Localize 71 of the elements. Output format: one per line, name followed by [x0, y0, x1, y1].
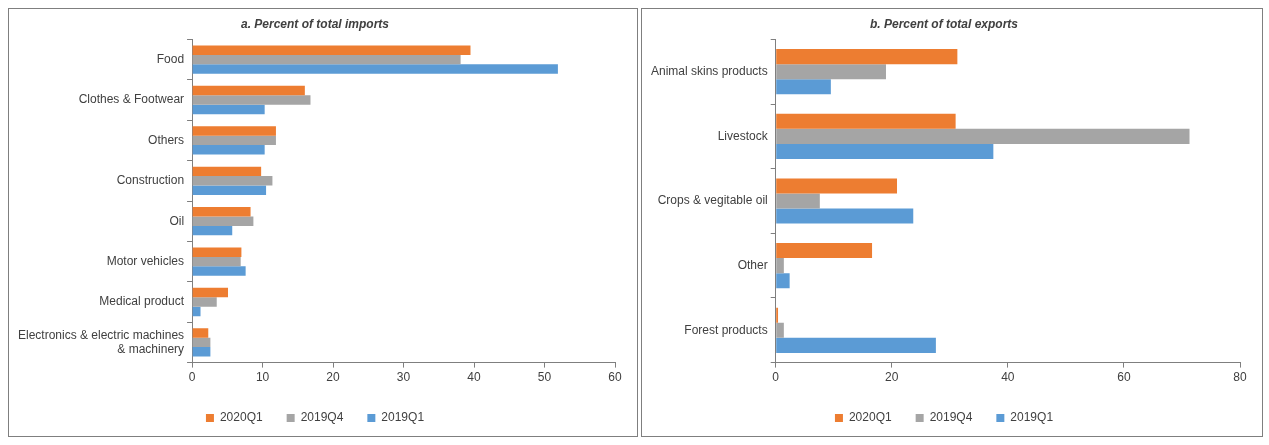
bar [192, 287, 229, 298]
y-tick-label: Animal skins products [650, 64, 768, 79]
x-tick-label: 10 [255, 370, 270, 385]
y-tick-label: Food [156, 51, 185, 66]
x-tick-label: 60 [1117, 370, 1131, 385]
y-tick-label: Forest products [684, 322, 768, 337]
bar [776, 79, 831, 95]
y-tick-label: Construction [116, 173, 185, 188]
bar [192, 95, 311, 105]
bar [192, 135, 276, 146]
y-tick-label: Clothes & Footwear [78, 92, 185, 107]
bar [192, 347, 211, 357]
bar [192, 225, 233, 236]
bar [776, 273, 790, 289]
bar [776, 243, 873, 259]
bar [192, 126, 276, 136]
bar [776, 178, 898, 194]
x-tick-label: 40 [1001, 370, 1015, 385]
y-tick-label: Crops & vegitable oil [657, 193, 768, 208]
bar [192, 256, 241, 267]
x-tick-label: 80 [1233, 370, 1247, 385]
bar [192, 306, 201, 317]
bar [776, 337, 936, 353]
bar [192, 166, 262, 177]
bar [776, 193, 820, 209]
x-tick-label: 0 [188, 370, 196, 385]
bar [192, 104, 265, 115]
bar [192, 45, 471, 55]
bar [776, 64, 886, 80]
bar [776, 208, 914, 224]
x-tick-label: 30 [396, 370, 411, 385]
y-tick-label: Others [148, 132, 185, 147]
bar [192, 64, 558, 74]
legend-label: 2019Q1 [1010, 410, 1054, 425]
legend-label: 2019Q1 [381, 410, 425, 425]
bar [192, 337, 211, 348]
y-tick-label: Other [737, 257, 768, 272]
bar [192, 85, 305, 96]
bar [776, 143, 994, 159]
x-tick-label: 0 [772, 370, 780, 385]
bar [776, 258, 784, 274]
chart-title: b. Percent of total exports [869, 16, 1019, 31]
legend-label: 2019Q4 [300, 410, 344, 425]
legend-label: 2019Q4 [929, 410, 973, 425]
bar [192, 185, 267, 195]
bar [192, 207, 251, 217]
bar [192, 328, 209, 338]
y-tick-label: Electronics & electric machines & machinery [18, 327, 185, 356]
x-tick-label: 60 [608, 370, 622, 385]
legend-label: 2020Q1 [219, 410, 263, 425]
bar [192, 266, 246, 276]
bar [776, 128, 1190, 144]
bar [192, 247, 242, 257]
x-tick-label: 20 [326, 370, 341, 385]
bar [776, 49, 958, 65]
x-tick-label: 50 [537, 370, 552, 385]
y-tick-label: Medical product [99, 294, 185, 309]
y-tick-label: Oil [169, 213, 185, 228]
x-tick-label: 20 [885, 370, 899, 385]
bar [776, 113, 956, 129]
bar [192, 54, 461, 65]
x-tick-label: 40 [467, 370, 482, 385]
chart-title: a. Percent of total imports [240, 16, 390, 31]
bar [192, 297, 217, 307]
legend-label: 2020Q1 [848, 410, 892, 425]
bar [192, 145, 265, 155]
bar [776, 322, 784, 338]
y-tick-label: Livestock [717, 128, 769, 143]
bar [192, 176, 273, 186]
bar [192, 216, 254, 226]
y-tick-label: Motor vehicles [106, 253, 185, 268]
